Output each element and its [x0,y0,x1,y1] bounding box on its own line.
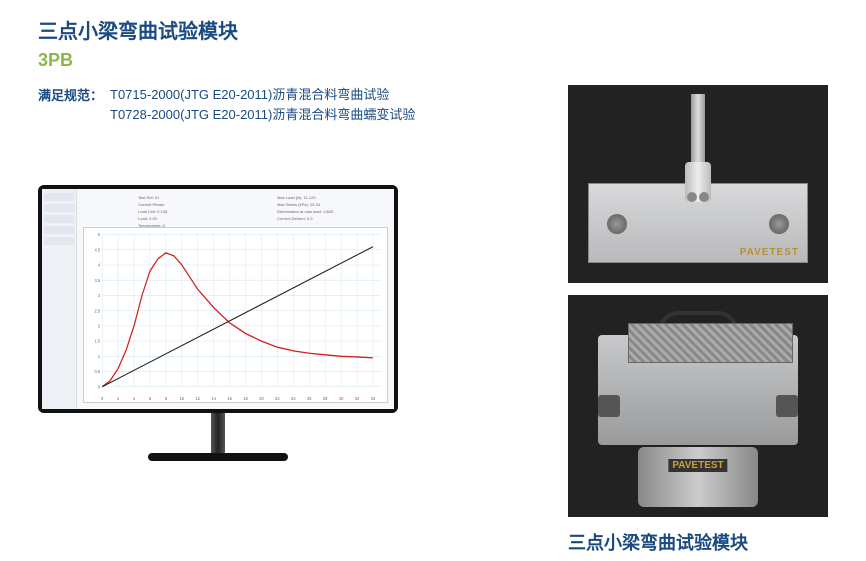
svg-text:5: 5 [98,232,101,237]
equipment-photo-fixture: PAVETEST [568,85,828,283]
svg-text:2: 2 [98,323,101,328]
svg-text:22: 22 [275,396,280,401]
monitor-base [148,453,288,461]
svg-text:2: 2 [117,396,120,401]
brand-label: PAVETEST [740,247,799,258]
fixture-knob [598,395,620,417]
param: Load Cell: 0.138 [138,209,167,214]
param: Max Load (N): 11.120 [277,195,333,200]
sidebar-item [44,226,74,234]
svg-text:24: 24 [291,396,296,401]
svg-text:2.5: 2.5 [95,308,101,313]
svg-text:0: 0 [98,384,101,389]
fixture-plunger [691,94,705,164]
fixture-hole [769,214,789,234]
param: Max Stress (kPa): 25.34 [277,202,333,207]
svg-text:10: 10 [180,396,185,401]
param: Current Deform: 0.0 [277,216,333,221]
svg-text:1: 1 [98,354,101,359]
svg-text:6: 6 [149,396,152,401]
software-ui: Test Ref: 01 Current Phase: Load Cell: 0… [42,189,394,409]
svg-text:0.5: 0.5 [95,369,101,374]
svg-text:14: 14 [211,396,216,401]
brand-label: PAVETEST [668,459,727,472]
sidebar-item [44,237,74,245]
fixture-bolt [699,192,709,202]
svg-text:20: 20 [259,396,264,401]
svg-text:3.5: 3.5 [95,278,101,283]
monitor-bezel: Test Ref: 01 Current Phase: Load Cell: 0… [38,185,398,413]
svg-text:26: 26 [307,396,312,401]
svg-text:32: 32 [355,396,360,401]
svg-text:8: 8 [165,396,168,401]
svg-text:30: 30 [339,396,344,401]
svg-text:0: 0 [101,396,104,401]
asphalt-specimen [628,323,793,363]
param: Current Phase: [138,202,167,207]
fixture-hole [607,214,627,234]
param: Test Ref: 01 [138,195,167,200]
software-params: Test Ref: 01 Current Phase: Load Cell: 0… [83,195,388,223]
svg-text:34: 34 [371,396,376,401]
svg-text:28: 28 [323,396,328,401]
monitor-column: Test Ref: 01 Current Phase: Load Cell: 0… [38,85,488,555]
software-chart: 024681012141618202224262830323400.511.52… [83,227,388,403]
svg-text:16: 16 [227,396,232,401]
fixture-knob [776,395,798,417]
svg-text:12: 12 [196,396,201,401]
sidebar-item [44,193,74,201]
fixture-cylinder [638,447,758,507]
sidebar-item [44,215,74,223]
svg-text:4: 4 [98,262,101,267]
title-cn: 三点小梁弯曲试验模块 [38,18,828,46]
param: Deformation at max load: 1.883 [277,209,333,214]
fixture-body: PAVETEST [588,183,808,263]
svg-text:3: 3 [98,293,101,298]
software-sidebar [42,189,77,409]
monitor: Test Ref: 01 Current Phase: Load Cell: 0… [38,185,398,461]
svg-text:4.5: 4.5 [95,247,101,252]
svg-text:4: 4 [133,396,136,401]
svg-text:18: 18 [243,396,248,401]
equipment-photo-specimen: PAVETEST [568,295,828,517]
svg-text:1.5: 1.5 [95,339,101,344]
param: Load: 0.00 [138,216,167,221]
title-en: 3PB [38,48,828,73]
sidebar-item [44,204,74,212]
equipment-caption: 三点小梁弯曲试验模块 [568,529,828,555]
monitor-stand [211,413,225,453]
